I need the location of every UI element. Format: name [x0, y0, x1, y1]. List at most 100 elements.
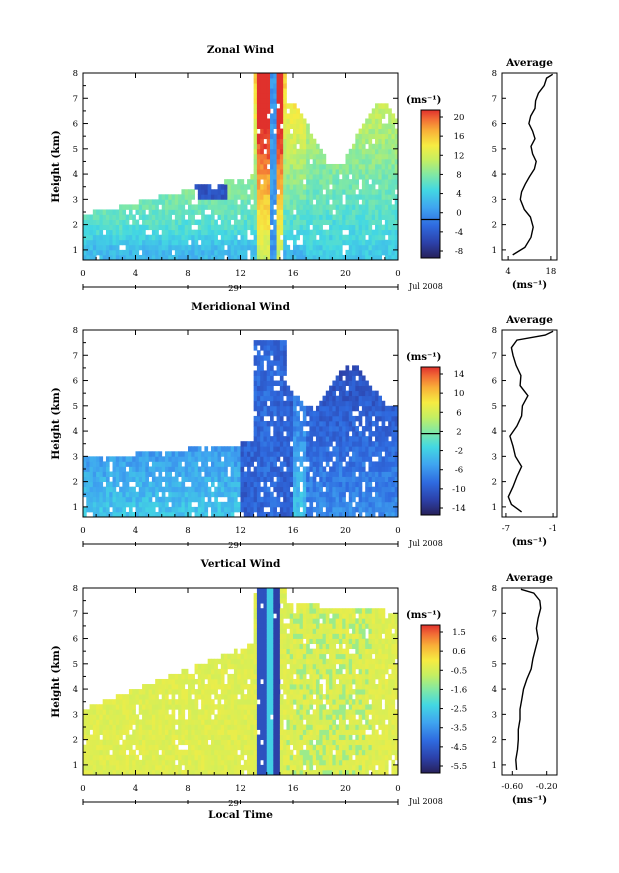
heatmap-cell: [355, 224, 360, 231]
heatmap-cell: [171, 764, 176, 771]
heatmap-cell: [332, 194, 337, 200]
heatmap-cell: [361, 451, 366, 457]
heatmap-cell: [286, 249, 291, 256]
heatmap-cell: [165, 709, 169, 715]
profile-y-tick-label: 6: [492, 377, 497, 387]
heatmap-cell: [276, 345, 281, 351]
heatmap-cell: [329, 471, 333, 477]
heatmap-cell: [315, 481, 320, 488]
heatmap-cell: [260, 648, 264, 655]
heatmap-cell: [89, 229, 94, 236]
heatmap-cell: [384, 254, 389, 261]
profile-y-tick-label: 7: [492, 351, 497, 361]
heatmap-cell: [306, 184, 310, 190]
heatmap-cell: [391, 169, 396, 175]
heatmap-cell: [270, 345, 274, 351]
heatmap-cell: [102, 254, 107, 261]
heatmap-cell: [361, 244, 366, 251]
heatmap-cell: [253, 395, 258, 402]
heatmap-cell: [105, 724, 110, 730]
heatmap-cell: [279, 355, 284, 361]
heatmap-cell: [151, 209, 156, 215]
heatmap-cell: [394, 229, 399, 236]
heatmap-cell: [194, 744, 199, 751]
heatmap-cell: [365, 214, 369, 220]
heatmap-cell: [240, 739, 245, 746]
heatmap-cell: [168, 744, 172, 751]
heatmap-cell: [352, 426, 356, 432]
heatmap-cell: [260, 229, 264, 236]
heatmap-cell: [86, 764, 90, 771]
heatmap-cell: [122, 471, 127, 477]
heatmap-cell: [178, 699, 182, 705]
heatmap-cell: [368, 441, 373, 447]
heatmap-cell: [171, 694, 176, 700]
heatmap-cell: [227, 739, 232, 746]
heatmap-cell: [112, 249, 117, 256]
heatmap-cell: [312, 491, 317, 498]
heatmap-cell: [132, 694, 136, 700]
heatmap-cell: [217, 759, 222, 766]
heatmap-cell: [227, 214, 232, 220]
heatmap-cell: [168, 506, 172, 513]
heatmap-cell: [312, 431, 317, 437]
heatmap-cell: [332, 395, 337, 402]
heatmap-cell: [191, 471, 195, 477]
heatmap-cell: [263, 446, 268, 452]
heatmap-cell: [243, 214, 248, 220]
heatmap-cell: [230, 709, 235, 715]
heatmap-cell: [276, 340, 281, 346]
heatmap-cell: [214, 744, 218, 751]
heatmap-cell: [102, 496, 107, 503]
heatmap-cell: [273, 684, 277, 690]
heatmap-cell: [233, 194, 238, 200]
heatmap-cell: [253, 481, 258, 488]
heatmap-cell: [266, 345, 271, 351]
heatmap-cell: [276, 214, 281, 220]
heatmap-cell: [260, 638, 264, 644]
heatmap-cell: [319, 169, 323, 175]
heatmap-cell: [178, 461, 182, 467]
heatmap-cell: [119, 224, 123, 231]
heatmap-cell: [355, 179, 360, 185]
heatmap-cell: [112, 719, 117, 725]
heatmap-cell: [384, 184, 389, 190]
heatmap-cell: [253, 603, 258, 609]
heatmap-cell: [250, 481, 255, 488]
heatmap-cell: [342, 254, 346, 261]
heatmap-cell: [96, 471, 100, 477]
heatmap-cell: [325, 501, 330, 508]
heatmap-cell: [220, 451, 225, 457]
heatmap-cell: [119, 749, 123, 756]
heatmap-cell: [299, 254, 304, 261]
heatmap-cell: [227, 234, 232, 241]
heatmap-cell: [348, 436, 353, 442]
heatmap-cell: [270, 724, 274, 730]
heatmap-cell: [260, 395, 264, 402]
heatmap-cell: [335, 214, 340, 220]
heatmap-cell: [263, 709, 268, 715]
heatmap-cell: [155, 476, 159, 483]
heatmap-cell: [135, 234, 140, 241]
heatmap-cell: [329, 441, 333, 447]
heatmap-cell: [174, 684, 179, 690]
heatmap-cell: [279, 118, 284, 124]
heatmap-cell: [286, 511, 291, 518]
heatmap-cell: [375, 395, 379, 402]
heatmap-cell: [184, 451, 189, 457]
heatmap-cell: [89, 234, 94, 241]
heatmap-cell: [227, 764, 232, 771]
heatmap-cell: [368, 239, 373, 246]
heatmap-cell: [322, 158, 327, 165]
heatmap-cell: [322, 169, 327, 175]
heatmap-cell: [214, 663, 218, 670]
heatmap-cell: [99, 249, 104, 256]
heatmap-cell: [158, 734, 163, 741]
heatmap-cell: [250, 689, 255, 695]
heatmap-cell: [256, 138, 261, 145]
heatmap-cell: [201, 234, 205, 241]
heatmap-cell: [83, 709, 87, 715]
heatmap-cell: [348, 461, 353, 467]
heatmap-cell: [312, 174, 317, 180]
heatmap-cell: [302, 486, 307, 493]
